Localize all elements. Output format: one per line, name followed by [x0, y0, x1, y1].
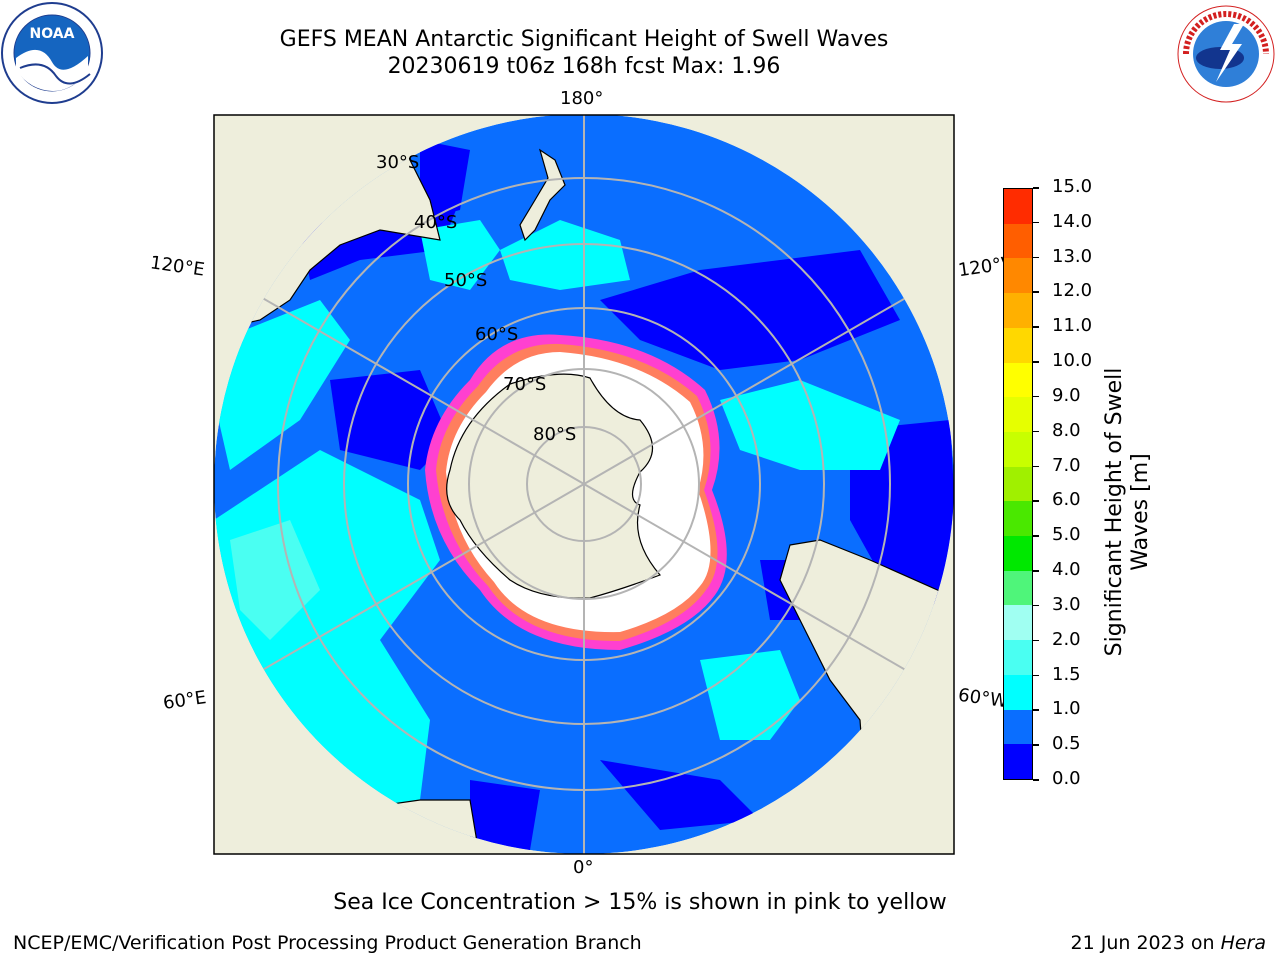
swell-region-mid — [230, 520, 320, 640]
nws-logo-lightning-icon — [1216, 24, 1244, 82]
colorbar-segment — [1004, 640, 1032, 675]
colorbar-tick-mark — [1033, 535, 1039, 537]
sea-ice-caption: Sea Ice Concentration > 15% is shown in … — [333, 890, 947, 915]
colorbar-tick-label: 14.0 — [1052, 210, 1093, 232]
colorbar-tick-label: 1.0 — [1052, 698, 1081, 720]
colorbar-tick-label: 3.0 — [1052, 593, 1081, 615]
colorbar-tick-mark — [1033, 291, 1039, 293]
lon-label-0: 0° — [573, 857, 594, 878]
colorbar-tick-mark — [1033, 221, 1039, 224]
colorbar-segment — [1004, 501, 1032, 537]
lat-label-40s: 40°S — [414, 212, 458, 233]
swell-region-low — [470, 780, 540, 850]
colorbar-segment — [1004, 258, 1032, 294]
colorbar-segment — [1004, 431, 1032, 467]
lat-label-50s: 50°S — [444, 270, 488, 291]
nws-logo — [1177, 5, 1275, 103]
swell-region-low — [330, 370, 450, 470]
colorbar-segment — [1004, 674, 1032, 710]
swell-region-mid — [700, 650, 800, 740]
colorbar-segment — [1004, 605, 1032, 641]
lon-label-180: 180° — [560, 88, 604, 109]
meridian-120w-60e — [214, 269, 954, 699]
noaa-logo: NOAA — [1, 2, 103, 104]
lat-label-30s: 30°S — [376, 152, 420, 173]
colorbar-tick-label: 9.0 — [1052, 384, 1081, 406]
colorbar-label-line2: Waves [m] — [1128, 453, 1153, 571]
colorbar-label-line1: Significant Height of Swell — [1102, 367, 1127, 657]
colorbar-tick-mark — [1033, 674, 1039, 677]
colorbar-tick-mark — [1033, 326, 1039, 328]
colorbar-tick-label: 10.0 — [1052, 350, 1093, 372]
credit-text: NCEP/EMC/Verification Post Processing Pr… — [13, 932, 642, 954]
chart-title: GEFS MEAN Antarctic Significant Height o… — [279, 27, 889, 52]
colorbar-segment — [1004, 536, 1032, 571]
colorbar-tick-label: 8.0 — [1052, 419, 1081, 441]
date-text: 21 Jun 2023 on — [1070, 932, 1221, 954]
colorbar-tick-mark — [1033, 395, 1039, 398]
colorbar-tick-label: 13.0 — [1052, 245, 1093, 267]
antarctica — [446, 373, 662, 599]
colorbar-tick-mark — [1033, 604, 1039, 607]
colorbar-tick-mark — [1033, 430, 1039, 433]
lat-label-80s: 80°S — [533, 424, 577, 445]
colorbar-tick-label: 0.5 — [1052, 733, 1081, 755]
colorbar-tick-label: 1.5 — [1052, 663, 1081, 685]
host-name: Hera — [1220, 932, 1266, 954]
swell-region-mid — [214, 300, 350, 470]
colorbar-tick-mark — [1033, 779, 1039, 781]
colorbar-tick-mark — [1033, 709, 1039, 711]
swell-region-mid — [500, 220, 630, 290]
colorbar-tick-mark — [1033, 570, 1039, 572]
nws-logo-ring-text — [1183, 11, 1269, 55]
colorbar-segment — [1004, 189, 1032, 224]
swell-region-low — [420, 140, 470, 220]
colorbar-tick-mark — [1033, 744, 1039, 746]
colorbar-tick-mark — [1033, 500, 1039, 502]
colorbar-tick-label: 15.0 — [1052, 176, 1093, 197]
colorbar-tick-label: 2.0 — [1052, 628, 1081, 650]
lat-label-60s: 60°S — [475, 324, 519, 345]
colorbar-tick-mark — [1033, 639, 1039, 642]
colorbar-tick-label: 0.0 — [1052, 768, 1081, 789]
colorbar-tick-mark — [1033, 256, 1039, 259]
ocean-field — [214, 115, 954, 854]
colorbar-tick-mark — [1033, 465, 1039, 468]
colorbar-segment — [1004, 744, 1032, 779]
colorbar-segment — [1004, 709, 1032, 745]
colorbar-tick-label: 6.0 — [1052, 489, 1081, 511]
colorbar-segment — [1004, 293, 1032, 328]
colorbar-tick-label: 11.0 — [1052, 315, 1093, 337]
new-zealand — [519, 148, 566, 242]
noaa-logo-wave — [19, 63, 91, 85]
colorbar-segment — [1004, 570, 1032, 606]
colorbar-label: Significant Height of Swell Waves [m] — [1102, 312, 1154, 712]
colorbar-tick-label: 7.0 — [1052, 454, 1081, 476]
colorbar-tick-mark — [1033, 187, 1039, 189]
colorbar-segment — [1004, 466, 1032, 502]
colorbar-tick-label: 4.0 — [1052, 559, 1081, 581]
colorbar-segment — [1004, 223, 1032, 259]
swell-region-mid — [720, 380, 900, 470]
noaa-logo-text: NOAA — [30, 26, 75, 42]
swell-region-mid — [420, 220, 500, 290]
lat-label-70s: 70°S — [503, 374, 547, 395]
colorbar-segment — [1004, 362, 1032, 398]
colorbar — [1003, 188, 1033, 780]
map-frame — [213, 114, 955, 855]
chart-subtitle: 20230619 t06z 168h fcst Max: 1.96 — [387, 54, 781, 79]
colorbar-tick-mark — [1033, 361, 1039, 363]
colorbar-tick-label: 12.0 — [1052, 280, 1093, 302]
swell-region-low — [600, 760, 760, 830]
colorbar-tick-label: 5.0 — [1052, 524, 1081, 546]
colorbar-segment — [1004, 327, 1032, 363]
date-stamp: 21 Jun 2023 on Hera — [1071, 932, 1266, 954]
graticule — [214, 115, 954, 854]
colorbar-segment — [1004, 397, 1032, 432]
